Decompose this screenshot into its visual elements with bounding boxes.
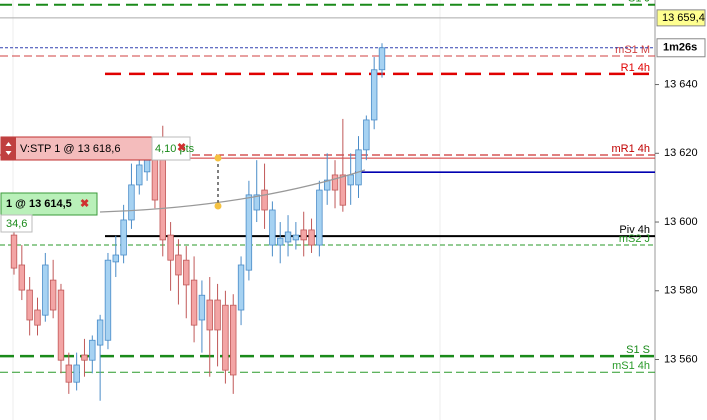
order-position[interactable]: 1 @ 13 614,5 ✖ 34,6 — [0, 192, 98, 233]
timer-box — [656, 38, 706, 58]
candle-body — [237, 264, 245, 311]
candle-body — [269, 209, 276, 246]
candle-body — [42, 264, 49, 316]
candle-body — [120, 219, 127, 256]
y-tick-label: 13 560 — [664, 353, 698, 365]
candle-body — [73, 364, 80, 383]
candle-body — [49, 279, 57, 311]
level-label: mS1 4h — [612, 360, 650, 372]
candle-body — [159, 159, 166, 241]
order-pnl: 34,6 — [6, 218, 27, 230]
level-label: mS1 M — [615, 44, 650, 56]
candle-body — [378, 47, 386, 71]
y-tick-label: 13 620 — [664, 147, 698, 159]
order-distance-box — [151, 136, 191, 161]
candle-body — [183, 259, 190, 286]
candle-body — [167, 234, 174, 261]
candle-body — [277, 237, 284, 246]
candle-body — [253, 194, 260, 211]
order-dot — [214, 154, 222, 162]
candle-body — [65, 364, 73, 383]
candle-body — [300, 229, 307, 241]
level-label: S1 J — [628, 0, 650, 5]
candle-body — [175, 254, 182, 276]
candle-body — [370, 69, 378, 121]
level-label: R1 4h — [621, 62, 650, 74]
price-marker-label: 13 659,4 — [662, 12, 705, 24]
level-label: Piv 4h — [619, 224, 650, 236]
order-close[interactable]: ✖ — [80, 198, 89, 210]
candle-body — [347, 174, 354, 186]
candle-body — [10, 234, 18, 269]
order-box[interactable] — [0, 192, 98, 216]
order-dot — [214, 202, 222, 210]
moving-average — [99, 169, 366, 213]
candle-body — [136, 164, 143, 186]
order-handle[interactable] — [1, 137, 16, 160]
candle-body — [308, 229, 315, 246]
candle-body — [34, 309, 41, 326]
candle-body — [96, 319, 104, 346]
candle-body — [284, 231, 292, 243]
level-label: mR1 4h — [611, 143, 650, 155]
candle-body — [261, 189, 268, 211]
candle-body — [331, 174, 339, 191]
candle-body — [339, 174, 347, 206]
y-axis: 13 560 13 580 13 600 13 620 13 640 13 659,4 1m… — [655, 9, 706, 365]
candle-body — [323, 179, 331, 191]
candle-body — [206, 299, 213, 331]
candle-body — [143, 159, 151, 173]
order-icon — [5, 142, 12, 155]
candle-body — [128, 184, 135, 221]
candle-body — [18, 264, 26, 291]
order-label: V:STP 1 @ 13 618,6 — [20, 143, 120, 155]
level-label: S1 S — [626, 344, 650, 356]
level-label: mS2 J — [619, 233, 650, 245]
order-distance: 4,10 pts — [155, 143, 195, 155]
order-close[interactable]: ✖ — [177, 142, 186, 154]
candle-body — [363, 119, 370, 151]
y-tick-label: 13 600 — [664, 216, 698, 228]
candle-body — [222, 304, 229, 371]
candle-body — [214, 299, 221, 331]
candle-body — [89, 339, 96, 361]
candle-body — [245, 194, 253, 271]
candle-body — [112, 254, 119, 263]
y-tick-label: 13 580 — [664, 285, 698, 297]
candle-body — [292, 234, 300, 241]
candle-body — [151, 159, 159, 201]
candle-body — [26, 289, 33, 321]
candle-body — [316, 189, 323, 246]
candle-body — [355, 149, 362, 186]
order-label: 1 @ 13 614,5 — [6, 198, 72, 210]
timer-label: 1m26s — [663, 42, 697, 54]
candle-body — [104, 259, 112, 341]
candle-body — [190, 279, 198, 326]
candle-body — [230, 304, 237, 376]
y-tick-label: 13 640 — [664, 78, 698, 90]
candle-body — [57, 289, 65, 361]
candle-body — [81, 354, 88, 361]
price-marker-box — [656, 9, 706, 27]
pnl-box — [0, 214, 33, 233]
order-stop[interactable]: V:STP 1 @ 13 618,6 4,10 pts ✖ — [0, 136, 195, 161]
candle-body — [198, 294, 206, 321]
